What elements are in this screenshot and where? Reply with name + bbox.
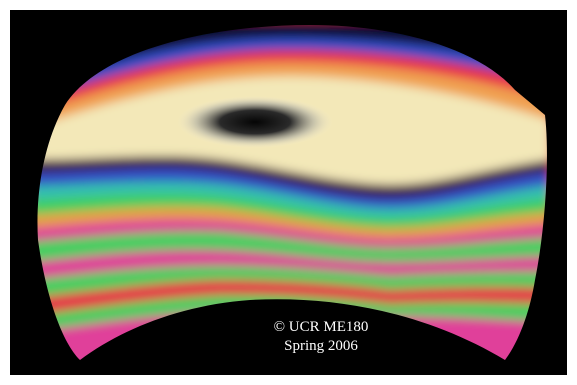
photoelastic-fringe-photo: [10, 10, 567, 375]
caption-line-2: Spring 2006: [284, 338, 358, 354]
copyright-caption: © UCR ME180 Spring 2006: [256, 318, 386, 356]
caption-line-1: © UCR ME180: [273, 319, 369, 335]
fringe-pattern-graphic: [10, 10, 567, 375]
